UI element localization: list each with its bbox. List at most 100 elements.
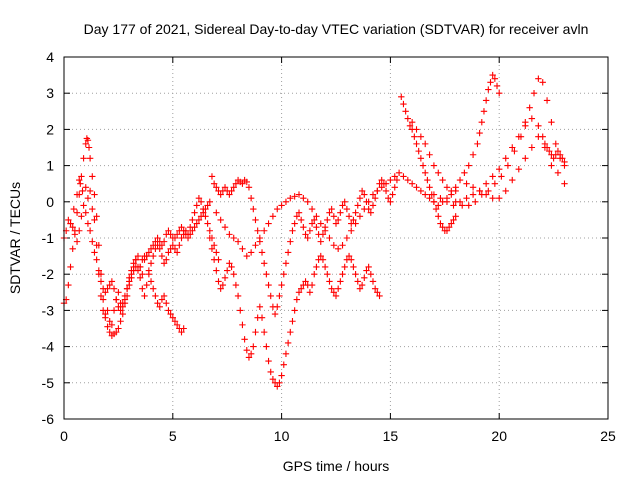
data-point bbox=[93, 213, 100, 220]
y-tick-label: 4 bbox=[46, 49, 54, 65]
data-point bbox=[234, 292, 242, 300]
data-point bbox=[321, 263, 329, 271]
series-trace-e bbox=[208, 173, 401, 318]
data-point bbox=[80, 155, 87, 162]
data-point bbox=[224, 267, 231, 274]
data-point bbox=[371, 285, 379, 292]
data-point bbox=[219, 281, 227, 289]
y-tick-label: -3 bbox=[42, 302, 55, 318]
data-point bbox=[435, 213, 442, 220]
series-group bbox=[60, 71, 568, 390]
data-point bbox=[267, 368, 274, 376]
data-point bbox=[126, 278, 133, 285]
data-point bbox=[415, 147, 422, 155]
data-point bbox=[226, 191, 233, 198]
data-point bbox=[110, 307, 118, 314]
data-point bbox=[358, 187, 366, 195]
data-point bbox=[97, 271, 105, 278]
data-point bbox=[548, 162, 555, 169]
data-point bbox=[256, 234, 264, 242]
data-point bbox=[313, 213, 320, 220]
data-point bbox=[85, 144, 93, 151]
data-point bbox=[361, 205, 368, 213]
data-point bbox=[245, 184, 253, 191]
data-point bbox=[528, 144, 536, 151]
data-point bbox=[287, 194, 294, 202]
data-point bbox=[230, 234, 237, 242]
data-point bbox=[430, 191, 438, 198]
data-point bbox=[295, 191, 303, 198]
data-point bbox=[313, 263, 320, 271]
data-point bbox=[535, 133, 542, 140]
x-tick-label: 20 bbox=[491, 428, 507, 444]
data-point bbox=[278, 372, 285, 379]
data-point bbox=[167, 310, 174, 318]
data-point bbox=[267, 292, 274, 300]
data-point bbox=[91, 249, 98, 256]
data-point bbox=[489, 71, 496, 79]
data-point bbox=[121, 292, 129, 300]
data-point bbox=[387, 176, 394, 184]
x-axis-title: GPS time / hours bbox=[283, 458, 390, 474]
data-point bbox=[97, 292, 105, 300]
data-point bbox=[269, 213, 277, 220]
data-point bbox=[548, 118, 555, 126]
data-point bbox=[489, 173, 496, 180]
data-point bbox=[487, 79, 494, 86]
data-point bbox=[450, 202, 457, 209]
data-point bbox=[176, 242, 183, 249]
data-point bbox=[374, 289, 381, 296]
data-point bbox=[171, 234, 179, 242]
data-point bbox=[480, 108, 488, 115]
data-point bbox=[352, 220, 359, 227]
data-point bbox=[393, 176, 401, 184]
data-point bbox=[208, 173, 216, 180]
data-point bbox=[443, 227, 451, 234]
data-point bbox=[476, 129, 483, 137]
data-point bbox=[189, 227, 196, 234]
data-point bbox=[295, 209, 303, 216]
data-point bbox=[152, 292, 159, 300]
data-point bbox=[334, 245, 342, 253]
data-point bbox=[345, 252, 353, 260]
data-point bbox=[65, 281, 72, 289]
data-point bbox=[459, 202, 466, 209]
data-point bbox=[367, 209, 375, 216]
data-point bbox=[145, 249, 153, 256]
data-point bbox=[502, 187, 509, 195]
data-point bbox=[252, 242, 259, 249]
data-point bbox=[463, 194, 470, 202]
data-point bbox=[443, 198, 451, 205]
data-point bbox=[413, 184, 420, 191]
data-point bbox=[354, 202, 361, 209]
data-point bbox=[99, 296, 107, 303]
data-point bbox=[367, 271, 375, 278]
data-point bbox=[265, 281, 272, 289]
data-point bbox=[76, 176, 83, 184]
data-point bbox=[300, 223, 307, 231]
data-point bbox=[250, 343, 257, 350]
data-point bbox=[295, 289, 303, 296]
y-tick-label: 0 bbox=[46, 194, 54, 210]
data-point bbox=[106, 281, 113, 289]
data-point bbox=[136, 274, 144, 282]
data-point bbox=[82, 184, 89, 191]
data-point bbox=[258, 314, 266, 321]
data-point bbox=[97, 278, 105, 285]
data-point bbox=[154, 234, 161, 242]
data-point bbox=[78, 213, 85, 220]
data-point bbox=[239, 321, 246, 329]
data-point bbox=[173, 321, 181, 329]
data-point bbox=[191, 209, 198, 216]
data-point bbox=[369, 202, 377, 209]
data-point bbox=[173, 231, 181, 238]
data-point bbox=[456, 176, 464, 184]
data-point bbox=[239, 245, 246, 253]
data-point bbox=[334, 285, 342, 292]
plot-frame bbox=[63, 56, 609, 420]
data-point bbox=[334, 216, 342, 224]
data-point bbox=[439, 176, 446, 184]
data-point bbox=[561, 162, 568, 169]
data-point bbox=[284, 249, 292, 256]
